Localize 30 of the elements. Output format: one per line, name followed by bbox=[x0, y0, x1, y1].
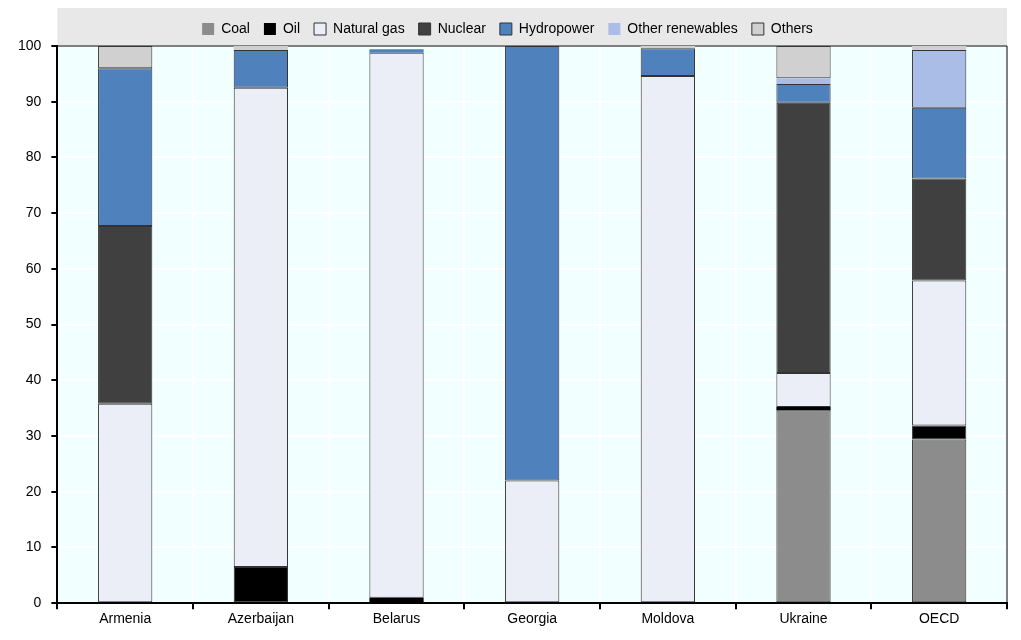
y-tick-label: 70 bbox=[25, 204, 42, 221]
y-tick-label: 50 bbox=[25, 315, 42, 332]
x-tick-label: Belarus bbox=[372, 610, 421, 627]
y-tick-label: 30 bbox=[25, 426, 42, 443]
legend-label: Hydropower bbox=[518, 19, 595, 36]
legend-label: Oil bbox=[282, 19, 301, 36]
y-tick-label: 100 bbox=[18, 36, 42, 53]
legend-label: Coal bbox=[221, 19, 250, 36]
y-tick-label: 40 bbox=[25, 371, 42, 388]
legend-label: Other renewables bbox=[627, 19, 738, 36]
bar bbox=[776, 78, 831, 84]
bar bbox=[369, 49, 424, 53]
y-tick-label: 90 bbox=[25, 92, 42, 109]
x-tick-label: Azerbaijan bbox=[227, 610, 294, 627]
bar bbox=[233, 46, 288, 50]
legend-label: Natural gas bbox=[333, 19, 405, 36]
y-tick-label: 20 bbox=[25, 482, 42, 499]
bar bbox=[912, 46, 967, 50]
x-tick-label: Moldova bbox=[641, 610, 695, 627]
y-tick-label: 60 bbox=[25, 259, 42, 276]
bar bbox=[776, 407, 831, 411]
legend-label: Others bbox=[770, 19, 813, 36]
y-tick-label: 10 bbox=[25, 538, 42, 555]
x-tick-label: Georgia bbox=[507, 610, 558, 627]
legend-label: Nuclear bbox=[437, 19, 487, 36]
y-tick-label: 80 bbox=[25, 148, 42, 165]
x-tick-label: Armenia bbox=[99, 610, 152, 627]
x-tick-label: OECD bbox=[918, 610, 960, 627]
x-tick-label: Ukraine bbox=[779, 610, 828, 627]
y-tick-label: 0 bbox=[33, 594, 42, 611]
